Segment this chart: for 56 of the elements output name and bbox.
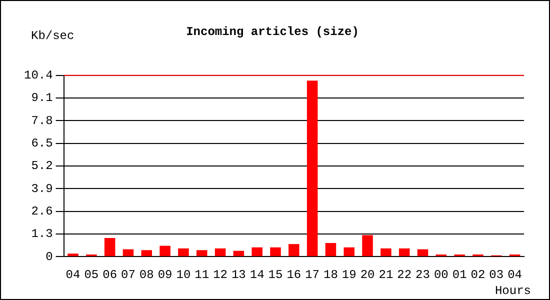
x-tick-label: 08: [139, 268, 154, 282]
x-tick-label: 06: [102, 268, 118, 282]
x-tick-label: 00: [434, 268, 448, 282]
x-tick-label: 15: [268, 268, 283, 282]
bar: [398, 248, 410, 256]
x-tick-label: 12: [213, 268, 228, 282]
x-tick-label: 18: [324, 268, 338, 282]
bar: [325, 243, 336, 256]
x-tick-label: 05: [84, 268, 99, 282]
bar: [417, 249, 428, 256]
bar: [122, 249, 134, 256]
x-tick-label: 22: [397, 268, 412, 282]
x-tick-label: 21: [378, 268, 394, 282]
x-tick-label: 09: [158, 268, 172, 282]
bar: [196, 250, 208, 256]
x-tick-label: 16: [286, 268, 302, 282]
y-tick-label: 5.2: [31, 159, 53, 174]
x-tick-label: 23: [416, 268, 430, 282]
y-tick-label: 2.6: [31, 204, 53, 218]
bar: [104, 238, 116, 256]
x-tick-label: 03: [489, 268, 504, 282]
bar: [178, 248, 189, 256]
bar: [252, 247, 262, 256]
x-axis-title: Hours: [494, 284, 531, 298]
bar: [270, 247, 281, 256]
bar: [344, 247, 355, 256]
y-axis-title: Kb/sec: [31, 29, 74, 43]
x-tick-label: 19: [342, 268, 356, 282]
bar: [306, 80, 318, 256]
x-tick-label: 01: [452, 268, 467, 282]
y-tick-label: 7.8: [31, 114, 53, 128]
x-tick-label: 02: [470, 268, 486, 282]
x-tick-label: 17: [305, 268, 320, 282]
bar: [141, 250, 152, 256]
bar: [362, 235, 373, 256]
bar: [380, 248, 392, 256]
x-tick-label: 20: [360, 268, 375, 282]
x-tick-label: 14: [250, 268, 264, 282]
y-tick-label: 9.1: [31, 91, 53, 106]
x-tick-label: 07: [121, 268, 136, 282]
x-tick-label: 11: [194, 268, 210, 282]
x-tick-label: 10: [176, 268, 191, 282]
y-tick-label: 1.3: [31, 227, 53, 242]
bar: [160, 246, 170, 256]
y-tick-label: 6.5: [31, 136, 53, 151]
y-tick-label: 0: [46, 250, 53, 264]
bar: [214, 248, 226, 256]
y-tick-label: 3.9: [31, 182, 53, 196]
x-tick-label: 04: [66, 268, 80, 282]
chart-title: Incoming articles (size): [186, 25, 359, 40]
bar: [68, 254, 78, 256]
bar: [288, 244, 300, 256]
bar: [233, 250, 244, 256]
y-tick-label: 10.4: [24, 68, 53, 83]
x-tick-label: 13: [231, 268, 246, 282]
x-tick-label: 04: [508, 268, 522, 282]
